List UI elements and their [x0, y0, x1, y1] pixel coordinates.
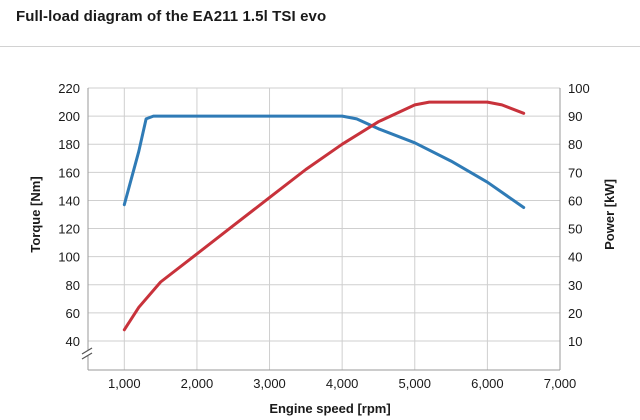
y-left-tick-label: 60 [66, 306, 80, 321]
y-left-tick-label: 80 [66, 278, 80, 293]
x-tick-label: 4,000 [326, 376, 359, 391]
y-right-tick-label: 70 [568, 165, 582, 180]
y-left-tick-label: 200 [58, 109, 80, 124]
axis-break-mark [81, 352, 93, 360]
y-left-tick-label: 160 [58, 165, 80, 180]
y-axis-left-label: Torque [Nm] [28, 176, 43, 252]
y-right-tick-label: 60 [568, 193, 582, 208]
tick-labels: 40 60 80 100 120 140 160 180 200 220 10 20 30 40 50 60 7… [58, 81, 589, 391]
series [122, 100, 526, 332]
x-tick-label: 1,000 [108, 376, 141, 391]
y-axis-right-label: Power [kW] [602, 179, 617, 250]
axis-break-mark [81, 347, 93, 355]
x-tick-label: 2,000 [181, 376, 214, 391]
chart-title: Full-load diagram of the EA211 1.5l TSI … [16, 8, 327, 25]
y-left-tick-label: 120 [58, 222, 80, 237]
y-right-tick-label: 100 [568, 81, 590, 96]
x-axis-label: Engine speed [rpm] [269, 401, 390, 416]
y-right-tick-label: 30 [568, 278, 582, 293]
y-right-tick-label: 90 [568, 109, 582, 124]
y-left-tick-label: 220 [58, 81, 80, 96]
title-divider [0, 46, 640, 47]
x-tick-label: 6,000 [471, 376, 504, 391]
x-tick-label: 7,000 [544, 376, 577, 391]
grid [88, 87, 560, 370]
y-right-tick-label: 80 [568, 137, 582, 152]
torque-curve [122, 114, 526, 209]
y-left-tick-label: 100 [58, 250, 80, 265]
y-left-tick-label: 180 [58, 137, 80, 152]
y-right-tick-label: 10 [568, 334, 582, 349]
y-right-tick-label: 20 [568, 306, 582, 321]
y-right-tick-label: 50 [568, 222, 582, 237]
y-right-tick-label: 40 [568, 250, 582, 265]
y-left-tick-label: 40 [66, 334, 80, 349]
power-curve [122, 100, 526, 332]
axes [81, 88, 561, 371]
y-left-tick-label: 140 [58, 193, 80, 208]
axis-break-gap [83, 350, 93, 356]
x-tick-label: 5,000 [398, 376, 431, 391]
x-tick-label: 3,000 [253, 376, 286, 391]
